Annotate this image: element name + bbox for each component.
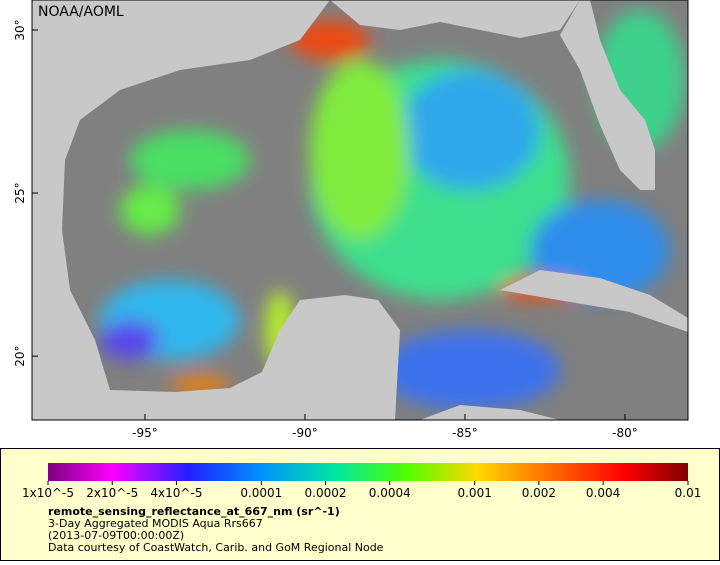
lon-tick-label: -85° [452, 426, 478, 440]
variable-label: remote_sensing_reflectance_at_667_nm (sr… [48, 505, 340, 518]
colorbar-tick-label: 0.001 [457, 486, 491, 500]
colorbar-tick-label: 2x10^-5 [86, 486, 138, 500]
map-frame [31, 0, 689, 421]
colorbar-tick-label: 0.0002 [305, 486, 347, 500]
colorbar-tick-label: 0.01 [675, 486, 702, 500]
credit-label: NOAA/AOML [38, 4, 124, 20]
colorbar-tick-label: 0.002 [522, 486, 556, 500]
colorbar-tick-label: 0.0004 [369, 486, 411, 500]
colorbar-tick-label: 1x10^-5 [22, 486, 74, 500]
lat-tick-label: 20° [13, 345, 27, 366]
legend-line: Data courtesy of CoastWatch, Carib. and … [48, 541, 384, 554]
map-image [32, 0, 688, 420]
colorbar-tick-label: 0.0001 [240, 486, 282, 500]
lon-tick-label: -95° [132, 426, 158, 440]
colorbar [48, 463, 688, 481]
colorbar-tick-label: 0.004 [586, 486, 620, 500]
legend-line: 3-Day Aggregated MODIS Aqua Rrs667 [48, 517, 263, 530]
lon-tick-label: -90° [292, 426, 318, 440]
lat-tick-label: 30° [13, 19, 27, 40]
colorbar-tick-label: 4x10^-5 [150, 486, 202, 500]
lat-tick-label: 25° [13, 182, 27, 203]
lon-tick-label: -80° [612, 426, 638, 440]
legend-line: (2013-07-09T00:00:00Z) [48, 529, 184, 542]
